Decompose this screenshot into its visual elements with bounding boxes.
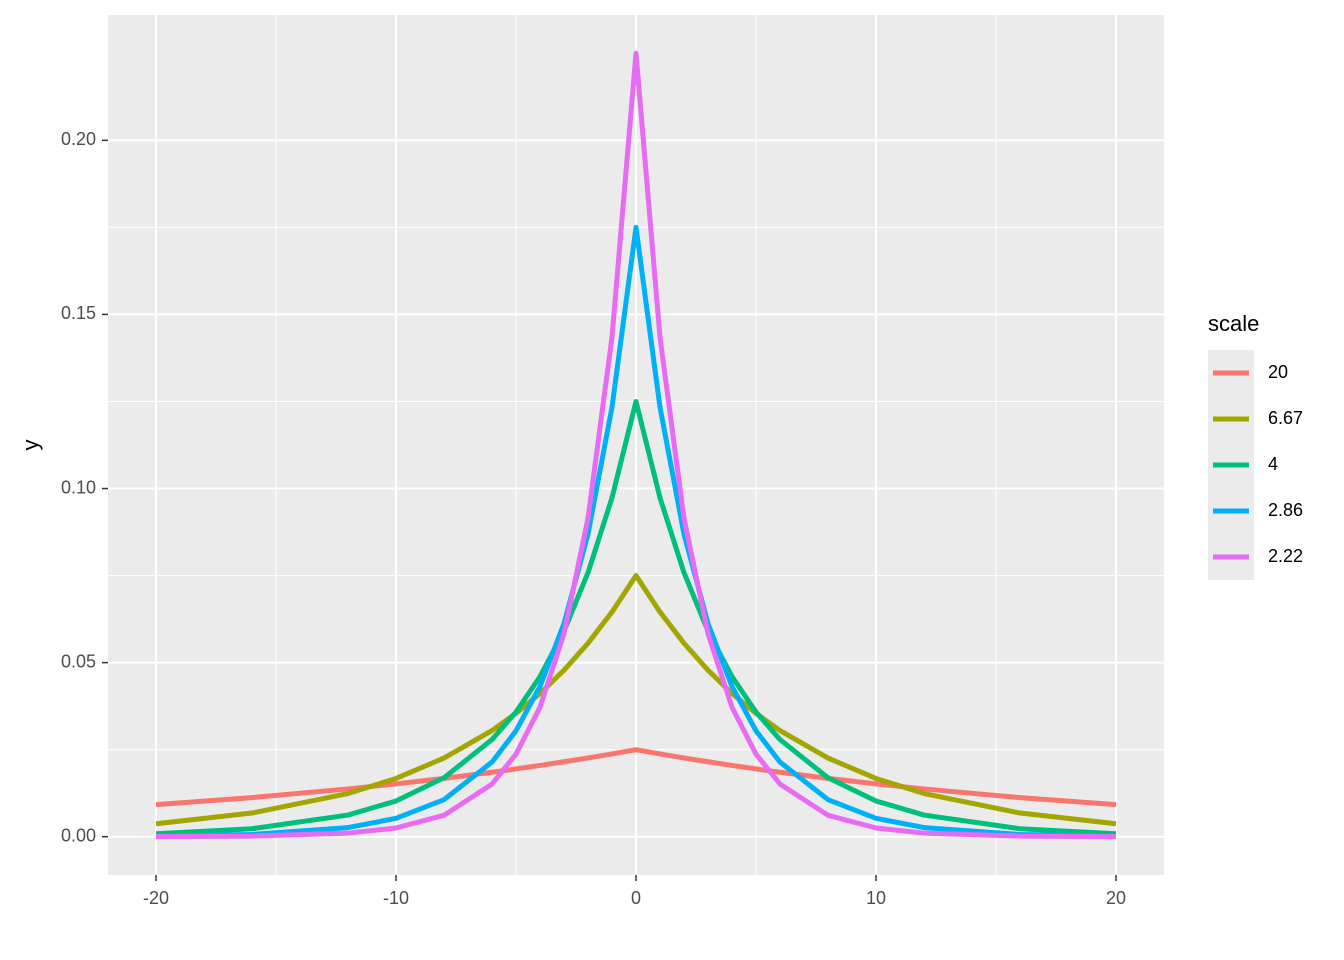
x-tick-label: 10 — [866, 888, 886, 908]
legend-label: 4 — [1268, 454, 1278, 474]
series-line — [155, 747, 1117, 808]
series-line — [155, 50, 1117, 840]
series-line — [155, 573, 1117, 827]
series-line — [155, 224, 1117, 839]
legend-label: 2.86 — [1268, 500, 1303, 520]
x-tick-label: 20 — [1106, 888, 1126, 908]
x-tick-label: -10 — [383, 888, 409, 908]
y-tick-label: 0.00 — [61, 825, 96, 845]
legend-title: scale — [1208, 311, 1259, 336]
x-tick-label: -20 — [143, 888, 169, 908]
y-tick-label: 0.20 — [61, 129, 96, 149]
series-line — [155, 398, 1117, 837]
y-axis-label: y — [18, 440, 43, 451]
y-tick-label: 0.05 — [61, 651, 96, 671]
x-tick-label: 0 — [631, 888, 641, 908]
legend-label: 20 — [1268, 362, 1288, 382]
y-tick-label: 0.15 — [61, 303, 96, 323]
y-tick-label: 0.10 — [61, 477, 96, 497]
legend-label: 2.22 — [1268, 546, 1303, 566]
legend-label: 6.67 — [1268, 408, 1303, 428]
